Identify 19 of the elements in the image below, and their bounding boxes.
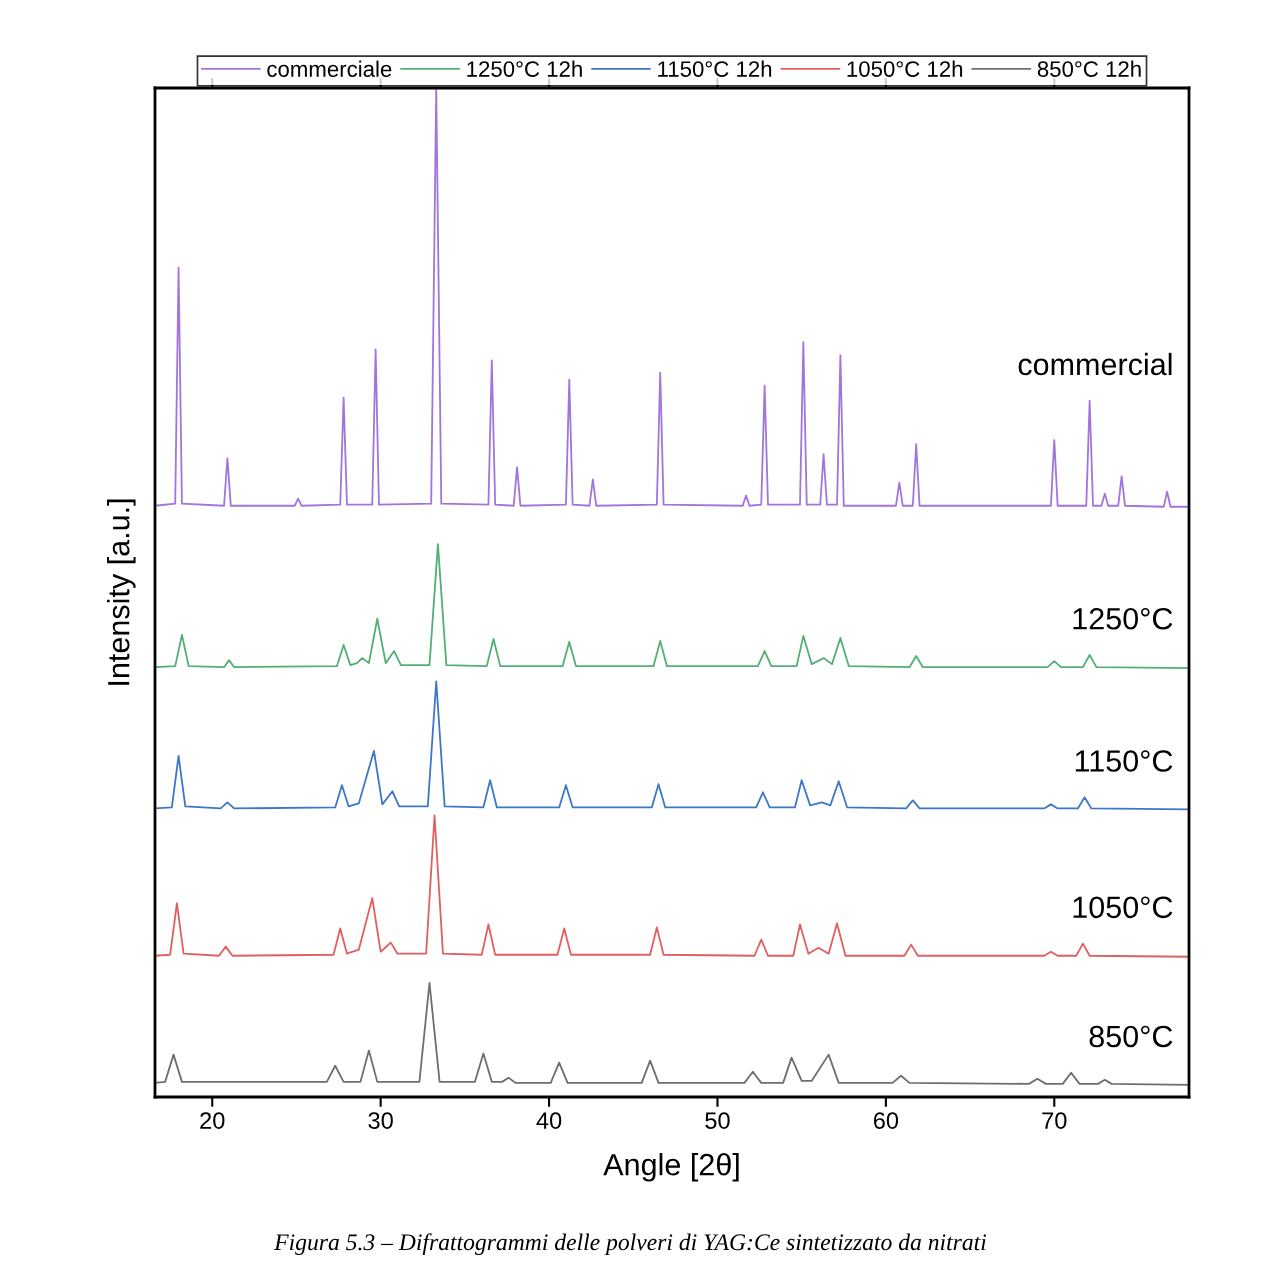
legend-label: 850°C 12h: [1037, 60, 1141, 77]
x-tick-label: 70: [1042, 1112, 1067, 1129]
annotation: 850°C: [1089, 1025, 1173, 1048]
x-tick-label: 20: [200, 1112, 225, 1129]
x-axis-title: Angle [2θ]: [603, 1153, 739, 1182]
legend-label: 1250°C 12h: [467, 60, 582, 77]
legend-label: 1050°C 12h: [847, 60, 963, 77]
x-tick-label: 60: [873, 1112, 899, 1129]
x-tick-label: 30: [368, 1112, 393, 1129]
annotation: 1250°C: [1073, 607, 1173, 630]
text: Figura 5.3 – Difrattogrammi delle polveri di YAG:Ce sintetizzato da nitrati: [274, 1233, 987, 1255]
annotation: 1150°C: [1075, 750, 1173, 772]
x-tick-label: 50: [705, 1112, 730, 1129]
legend-label: 1150°C 12h: [658, 60, 772, 77]
y-axis-title: Intensity [a.u.]: [107, 499, 136, 685]
annotation: commercial: [1018, 352, 1172, 376]
annotation: 1050°C: [1073, 896, 1173, 919]
legend-label: commerciale: [267, 60, 392, 77]
x-tick-label: 40: [536, 1112, 562, 1129]
